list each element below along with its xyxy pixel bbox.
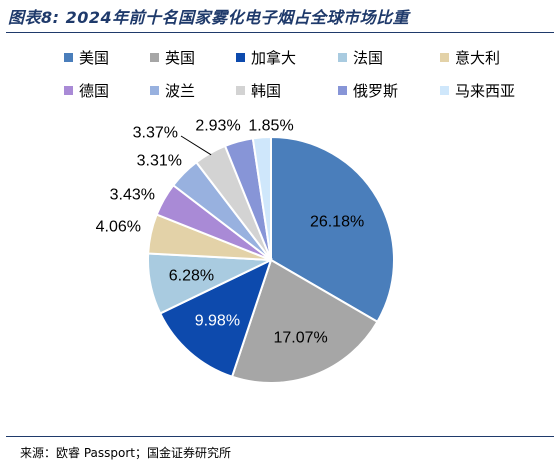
legend-label: 德国 xyxy=(79,81,110,100)
legend-label: 波兰 xyxy=(165,81,196,100)
data-label: 3.43% xyxy=(110,187,155,204)
legend-item: 英国 xyxy=(150,48,196,67)
legend-swatch xyxy=(236,85,245,95)
legend-swatch xyxy=(338,85,347,95)
legend-item: 俄罗斯 xyxy=(338,81,399,100)
title-divider xyxy=(6,32,554,33)
legend-item: 韩国 xyxy=(236,81,282,100)
legend-item: 意大利 xyxy=(440,48,501,67)
legend-label: 加拿大 xyxy=(251,48,297,67)
data-label: 4.06% xyxy=(96,219,141,236)
legend-label: 美国 xyxy=(79,48,110,67)
pie-slice xyxy=(230,258,379,384)
legend-swatch xyxy=(150,85,159,95)
legend-swatch xyxy=(440,85,449,95)
legend-item: 德国 xyxy=(64,81,110,100)
data-label: 6.28% xyxy=(169,267,214,284)
legend-swatch xyxy=(236,52,245,62)
data-label: 17.07% xyxy=(273,330,327,347)
pie-slice xyxy=(158,258,273,378)
legend-swatch xyxy=(64,52,73,62)
pie-slice xyxy=(251,135,272,261)
data-label: 9.98% xyxy=(195,312,240,329)
legend-label: 意大利 xyxy=(455,48,501,67)
legend-label: 英国 xyxy=(165,48,196,67)
legend-item: 加拿大 xyxy=(236,48,297,67)
legend-swatch xyxy=(440,52,449,62)
legend-label: 俄罗斯 xyxy=(353,81,399,100)
source-divider xyxy=(6,436,554,437)
legend-label: 马来西亚 xyxy=(455,81,516,100)
legend-item: 波兰 xyxy=(150,81,196,100)
chart-title: 图表8: 2024年前十名国家雾化电子烟占全球市场比重 xyxy=(8,8,410,27)
pie-slice xyxy=(270,135,395,324)
legend-item: 法国 xyxy=(338,48,384,67)
legend-swatch xyxy=(338,52,347,62)
data-label: 3.37% xyxy=(133,125,178,142)
source-note: 来源：欧睿 Passport；国金证券研究所 xyxy=(20,446,231,460)
legend-label: 法国 xyxy=(353,48,384,67)
legend-item: 马来西亚 xyxy=(440,81,516,100)
data-label: 3.31% xyxy=(137,153,182,170)
data-label: 2.93% xyxy=(195,118,240,135)
legend-item: 美国 xyxy=(64,48,110,67)
legend-swatch xyxy=(150,52,159,62)
legend-label: 韩国 xyxy=(251,81,282,100)
leader-line xyxy=(180,135,212,156)
legend-swatch xyxy=(64,85,73,95)
data-label: 1.85% xyxy=(248,118,293,135)
data-label: 26.18% xyxy=(310,213,364,230)
